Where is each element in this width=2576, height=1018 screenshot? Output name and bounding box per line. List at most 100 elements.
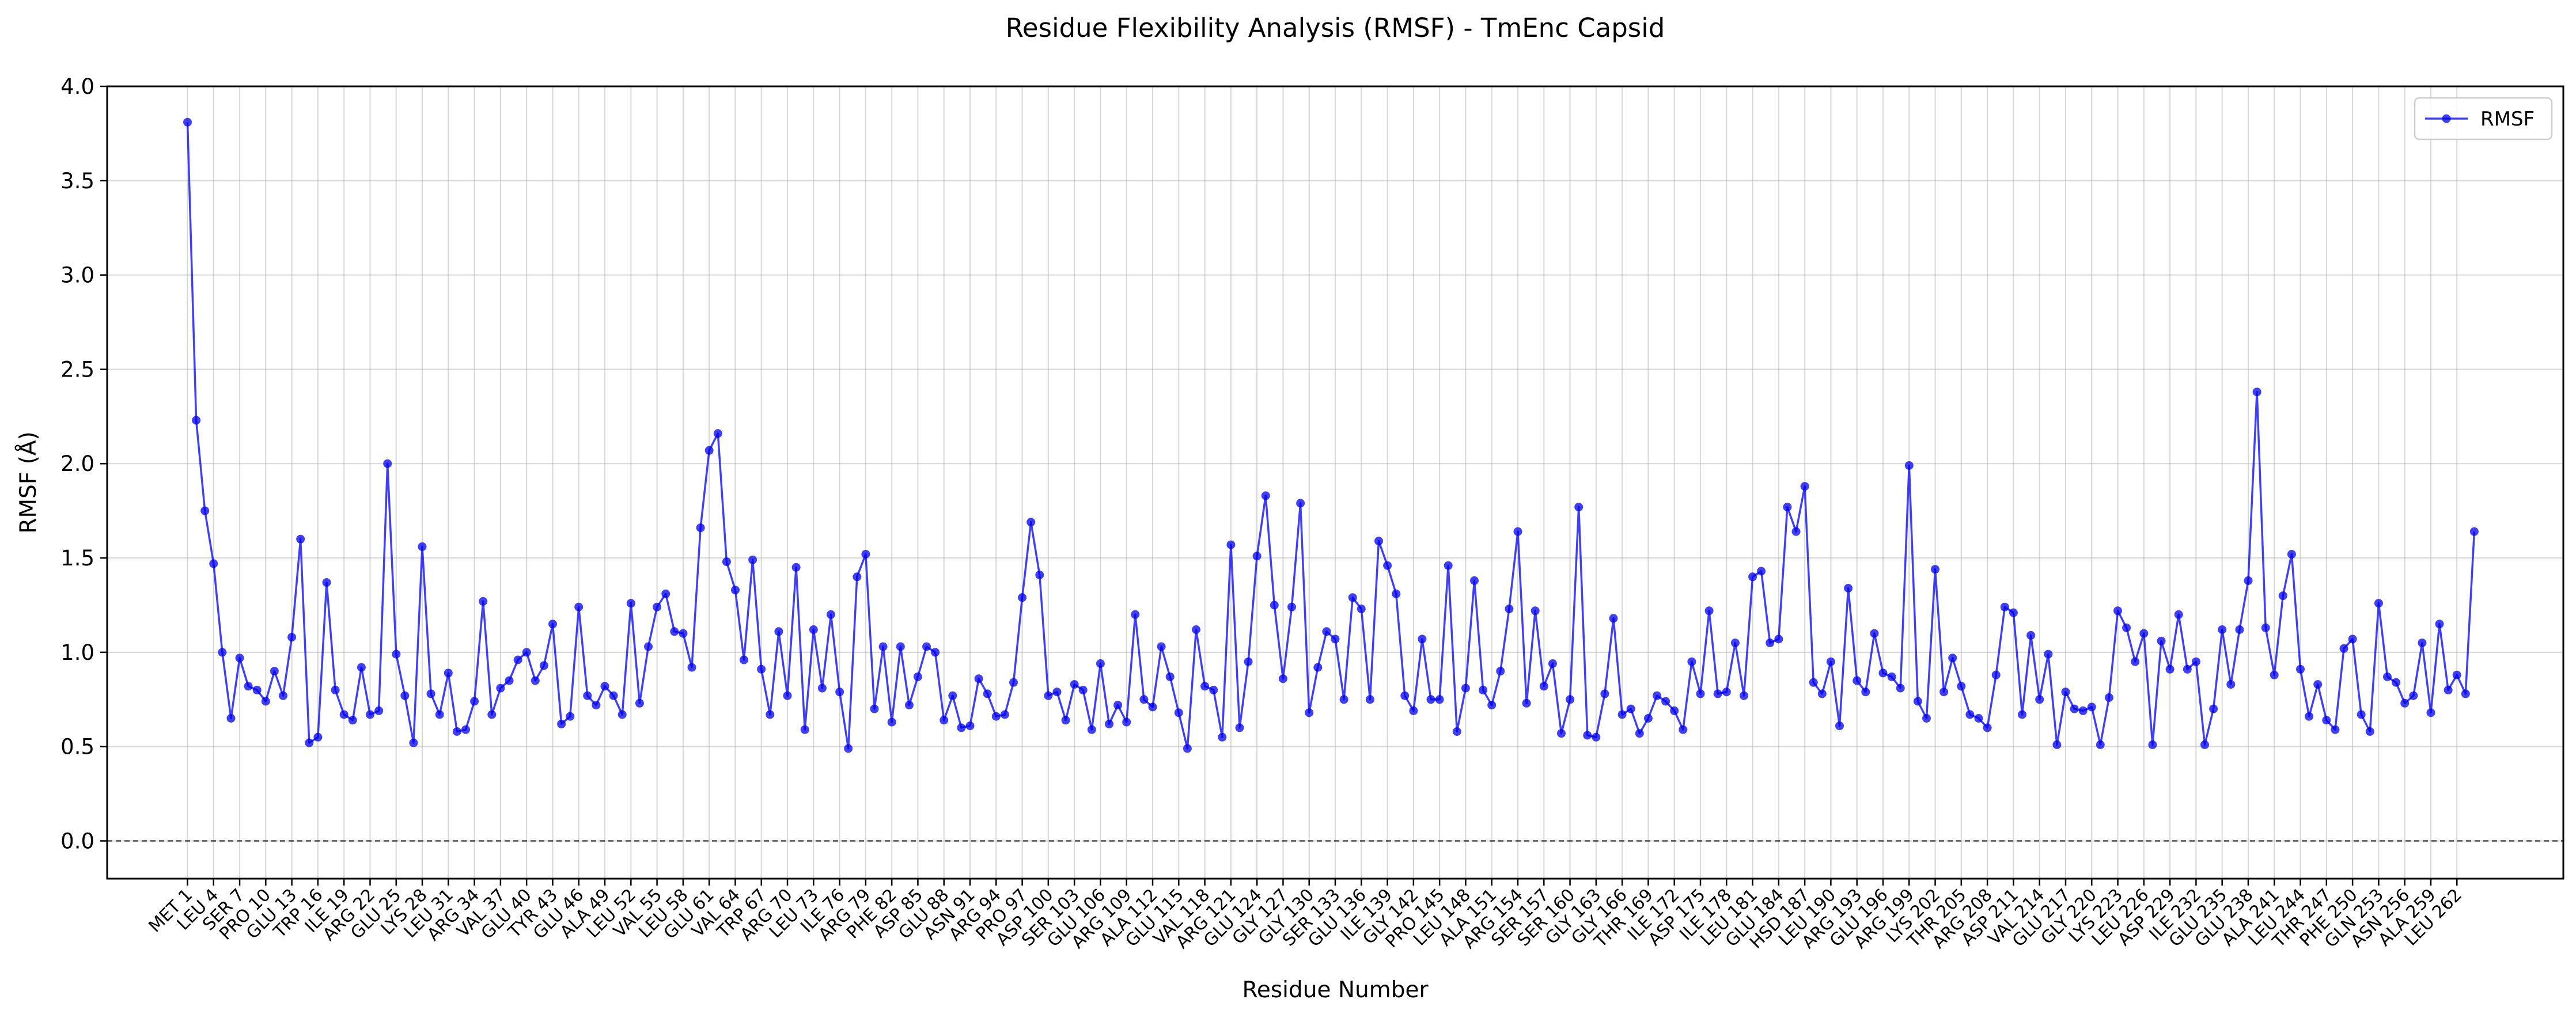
rmsf-point bbox=[2235, 625, 2244, 634]
rmsf-point bbox=[2296, 664, 2305, 674]
rmsf-point bbox=[1061, 716, 1070, 725]
rmsf-point bbox=[1557, 729, 1566, 738]
rmsf-point bbox=[1965, 710, 1975, 719]
rmsf-point bbox=[713, 429, 722, 438]
rmsf-point bbox=[1948, 654, 1957, 663]
rmsf-point bbox=[1722, 687, 1731, 697]
rmsf-point bbox=[2270, 670, 2279, 679]
rmsf-point bbox=[426, 689, 435, 698]
rmsf-point bbox=[1418, 635, 1427, 644]
rmsf-point bbox=[1566, 695, 1575, 704]
rmsf-point bbox=[1583, 731, 1592, 740]
rmsf-point bbox=[1426, 695, 1435, 704]
rmsf-point bbox=[2322, 716, 2331, 725]
rmsf-point bbox=[435, 710, 444, 719]
rmsf-point bbox=[1209, 685, 1218, 694]
rmsf-point bbox=[1748, 572, 1757, 582]
rmsf-point bbox=[1052, 687, 1062, 697]
rmsf-point bbox=[2174, 610, 2183, 619]
rmsf-point bbox=[1783, 503, 1792, 512]
rmsf-point bbox=[1409, 706, 1418, 715]
rmsf-point bbox=[1192, 625, 1200, 634]
rmsf-point bbox=[2305, 712, 2314, 721]
rmsf-point bbox=[948, 691, 957, 700]
rmsf-point bbox=[827, 610, 835, 619]
rmsf-point bbox=[1800, 482, 1809, 491]
rmsf-point bbox=[800, 725, 809, 734]
rmsf-point bbox=[1939, 687, 1949, 697]
rmsf-point bbox=[2469, 527, 2479, 536]
rmsf-point bbox=[461, 725, 470, 734]
rmsf-point bbox=[748, 555, 757, 564]
rmsf-point bbox=[817, 683, 827, 693]
rmsf-point bbox=[1609, 614, 1618, 623]
rmsf-point bbox=[1844, 584, 1853, 592]
rmsf-point bbox=[287, 633, 297, 642]
rmsf-point bbox=[479, 597, 488, 606]
rmsf-point bbox=[1165, 672, 1175, 681]
grid-lines bbox=[107, 86, 2563, 879]
rmsf-point bbox=[1791, 527, 1801, 536]
rmsf-point bbox=[1704, 606, 1714, 616]
rmsf-point bbox=[531, 676, 540, 685]
rmsf-point bbox=[861, 550, 870, 559]
rmsf-point bbox=[1096, 659, 1105, 668]
rmsf-point bbox=[1522, 698, 1531, 708]
rmsf-point bbox=[1009, 678, 1018, 687]
rmsf-point bbox=[487, 710, 497, 719]
rmsf-point bbox=[1991, 670, 2001, 679]
rmsf-point bbox=[2139, 629, 2149, 638]
rmsf-point bbox=[1087, 725, 1096, 734]
rmsf-point bbox=[887, 717, 896, 727]
rmsf-point bbox=[1661, 697, 1670, 706]
rmsf-point bbox=[791, 563, 801, 572]
rmsf-point bbox=[609, 691, 618, 700]
rmsf-point bbox=[1461, 683, 1470, 693]
rmsf-point bbox=[2339, 644, 2348, 653]
rmsf-point bbox=[1626, 704, 1635, 713]
rmsf-point bbox=[1322, 627, 1331, 636]
rmsf-point bbox=[235, 654, 244, 663]
rmsf-point bbox=[1252, 552, 1262, 561]
rmsf-point bbox=[2331, 725, 2340, 734]
rmsf-point bbox=[870, 704, 879, 713]
rmsf-point bbox=[722, 557, 731, 567]
rmsf-point bbox=[1113, 701, 1123, 710]
rmsf-point bbox=[2044, 649, 2053, 659]
rmsf-point bbox=[1296, 499, 1305, 508]
rmsf-point bbox=[452, 727, 461, 736]
rmsf-point bbox=[261, 697, 270, 706]
rmsf-point bbox=[1218, 732, 1227, 742]
rmsf-point bbox=[2435, 620, 2444, 629]
rmsf-point bbox=[2191, 657, 2200, 666]
rmsf-point bbox=[740, 655, 748, 664]
rmsf-point bbox=[1713, 689, 1722, 698]
rmsf-point bbox=[1922, 714, 1931, 723]
rmsf-point bbox=[305, 738, 314, 747]
rmsf-point bbox=[1687, 657, 1696, 666]
rmsf-point bbox=[2400, 698, 2410, 708]
rmsf-point bbox=[2452, 670, 2461, 679]
rmsf-point bbox=[1913, 697, 1922, 706]
plot-frame bbox=[106, 85, 2564, 880]
rmsf-point bbox=[1331, 635, 1340, 644]
rmsf-point bbox=[1444, 561, 1453, 570]
rmsf-point bbox=[731, 586, 740, 595]
rmsf-point bbox=[1157, 642, 1166, 651]
y-tick-label: 0.5 bbox=[60, 735, 94, 759]
rmsf-point bbox=[383, 459, 392, 468]
rmsf-point bbox=[1348, 593, 1357, 602]
rmsf-point bbox=[2461, 689, 2470, 698]
rmsf-point bbox=[2122, 623, 2131, 632]
rmsf-point bbox=[2374, 599, 2383, 608]
rmsf-point bbox=[1826, 657, 1835, 666]
rmsf-point bbox=[2418, 639, 2427, 647]
rmsf-point bbox=[218, 648, 227, 657]
rmsf-point bbox=[1278, 674, 1287, 683]
rmsf-point bbox=[1435, 695, 1444, 704]
rmsf-point bbox=[2278, 591, 2287, 601]
rmsf-point bbox=[600, 682, 609, 691]
rmsf-point bbox=[2252, 388, 2261, 397]
rmsf-point bbox=[574, 602, 584, 611]
